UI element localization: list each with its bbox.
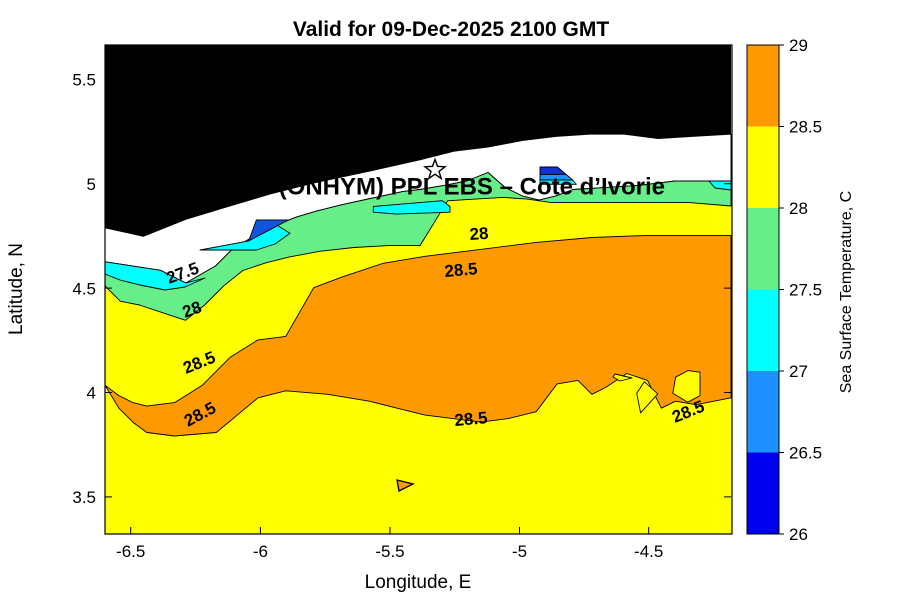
svg-text:28: 28 bbox=[789, 199, 808, 218]
svg-text:28.5: 28.5 bbox=[789, 118, 822, 137]
svg-text:-5.5: -5.5 bbox=[375, 542, 404, 561]
svg-text:4: 4 bbox=[87, 384, 96, 403]
svg-text:29: 29 bbox=[789, 36, 808, 55]
svg-text:-4.5: -4.5 bbox=[634, 542, 663, 561]
svg-text:-5: -5 bbox=[512, 542, 527, 561]
svg-text:28.5: 28.5 bbox=[454, 408, 489, 430]
svg-text:28.5: 28.5 bbox=[444, 259, 479, 281]
svg-text:28: 28 bbox=[469, 224, 489, 244]
svg-text:Longitude, E: Longitude, E bbox=[365, 572, 472, 593]
svg-text:Sea Surface Temperature, C: Sea Surface Temperature, C bbox=[838, 191, 855, 393]
svg-text:27: 27 bbox=[789, 362, 808, 381]
svg-text:5: 5 bbox=[87, 175, 96, 194]
svg-text:27.5: 27.5 bbox=[789, 281, 822, 300]
svg-text:3.5: 3.5 bbox=[72, 488, 96, 507]
svg-text:IRD (ONHYM) PPL EBS – Cote d’: IRD (ONHYM) PPL EBS – Cote d’Ivorie bbox=[231, 173, 665, 200]
svg-text:26.5: 26.5 bbox=[789, 444, 822, 463]
svg-text:Latitude, N: Latitude, N bbox=[6, 243, 27, 335]
svg-text:-6.5: -6.5 bbox=[116, 542, 145, 561]
svg-text:-6: -6 bbox=[253, 542, 268, 561]
svg-text:5.5: 5.5 bbox=[72, 71, 96, 90]
svg-text:4.5: 4.5 bbox=[72, 279, 96, 298]
svg-text:26: 26 bbox=[789, 525, 808, 544]
svg-text:Valid for 09-Dec-2025 2100 GMT: Valid for 09-Dec-2025 2100 GMT bbox=[293, 18, 609, 41]
